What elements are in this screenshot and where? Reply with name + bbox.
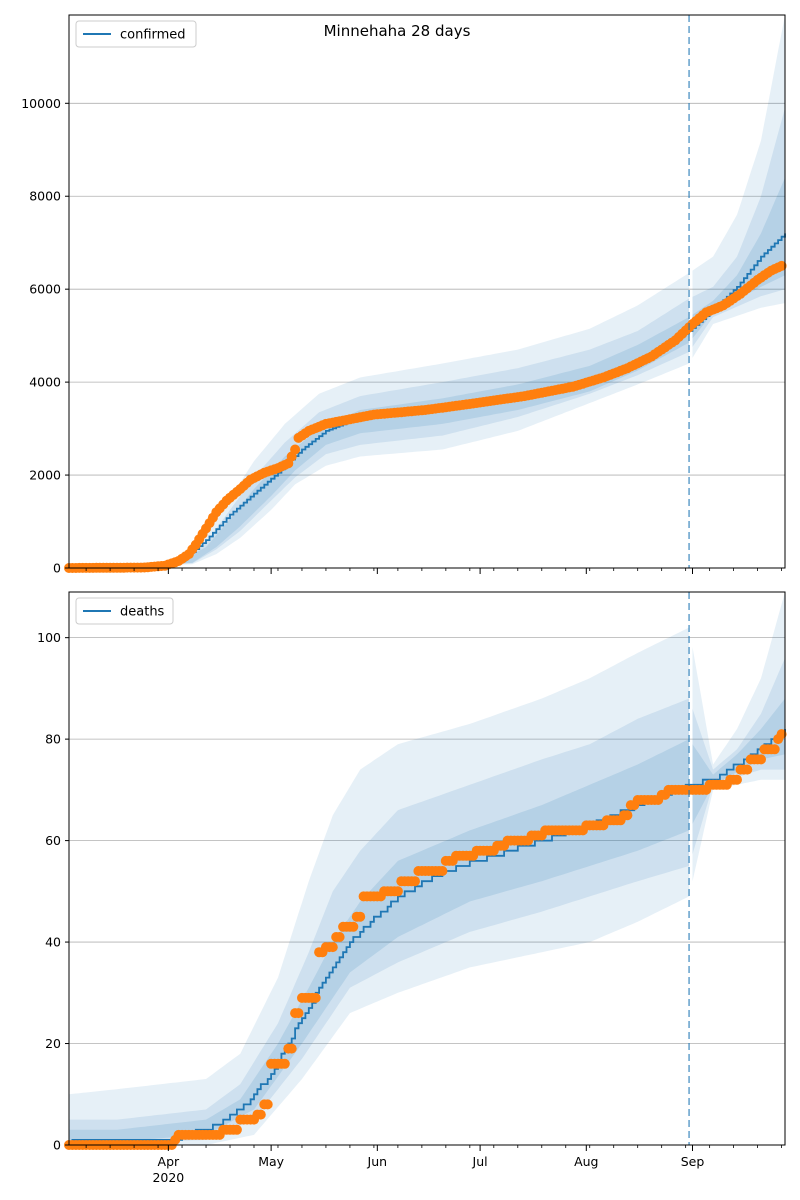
observed-point	[231, 1124, 242, 1135]
uncertainty-band-fit	[69, 627, 690, 1145]
observed-point	[776, 729, 787, 740]
confirmed-plot-area	[69, 15, 785, 568]
y-tick-label: 80	[45, 732, 61, 747]
confirmed-gridlines	[69, 102, 785, 476]
observed-point	[392, 886, 403, 897]
observed-point	[327, 942, 338, 953]
figure-title: Minnehaha 28 days	[324, 22, 471, 40]
observed-point	[279, 1058, 290, 1069]
observed-point	[756, 754, 766, 765]
y-tick-label: 20	[45, 1036, 61, 1051]
observed-point	[290, 444, 301, 455]
confirmed-axes-frame	[68, 14, 786, 569]
observed-point	[732, 774, 742, 785]
uncertainty-band-forecast	[692, 177, 785, 339]
deaths-observed-points	[64, 729, 787, 1150]
observed-point	[334, 932, 345, 942]
y-tick-label: 40	[45, 935, 61, 950]
x-tick-label: Sep	[681, 1154, 705, 1169]
observed-point	[255, 1109, 266, 1120]
observed-point	[355, 911, 366, 922]
uncertainty-band-forecast	[692, 592, 785, 882]
uncertainty-band-forecast	[692, 107, 785, 347]
uncertainty-band-forecast	[692, 658, 785, 855]
observed-point	[769, 744, 780, 755]
observed-point	[742, 764, 753, 775]
deaths-y-axis: 0 20 40 60 80 100	[37, 630, 69, 1153]
y-tick-label: 100	[37, 630, 61, 645]
observed-point	[262, 1099, 273, 1110]
confirmed-panel: 0 2000 4000 6000 8000 10000 confirmed Minneha…	[21, 14, 787, 576]
uncertainty-band-fit	[69, 272, 690, 568]
observed-point	[622, 810, 633, 821]
deaths-legend-box	[75, 597, 174, 625]
observed-point	[293, 1008, 304, 1019]
confirmed-legend: confirmed	[75, 20, 197, 48]
observed-point	[286, 1043, 297, 1054]
y-tick-label: 2000	[29, 468, 61, 483]
confirmed-legend-box	[75, 20, 197, 48]
x-tick-label: Jul	[472, 1154, 488, 1169]
confirmed-x-axis	[85, 568, 782, 574]
x-tick-label: Jun	[367, 1154, 388, 1169]
y-tick-label: 0	[53, 1138, 61, 1153]
uncertainty-band-fit	[69, 698, 690, 1145]
deaths-gridlines	[69, 637, 785, 1044]
confirmed-observed-points	[64, 260, 787, 573]
confirmed-y-axis: 0 2000 4000 6000 8000 10000	[21, 96, 69, 576]
y-tick-label: 6000	[29, 282, 61, 297]
x-tick-label: Aug	[574, 1154, 598, 1169]
observed-point	[776, 260, 787, 271]
uncertainty-band-forecast	[692, 698, 785, 824]
observed-point	[348, 921, 359, 932]
confirmed-legend-label: confirmed	[120, 28, 186, 43]
y-tick-label: 10000	[21, 96, 61, 111]
deaths-legend-label: deaths	[120, 605, 165, 620]
deaths-axes-frame	[68, 591, 786, 1146]
observed-point	[310, 992, 321, 1003]
deaths-legend: deaths	[75, 597, 174, 625]
y-tick-label: 0	[53, 561, 61, 576]
observed-point	[410, 876, 420, 887]
x-year-label: 2020	[152, 1170, 184, 1185]
y-tick-label: 60	[45, 833, 61, 848]
observed-point	[437, 866, 448, 876]
x-tick-label: Apr	[158, 1154, 180, 1169]
y-tick-label: 4000	[29, 375, 61, 390]
x-tick-label: May	[258, 1154, 284, 1169]
uncertainty-band-fit	[69, 298, 690, 568]
y-tick-label: 8000	[29, 189, 61, 204]
